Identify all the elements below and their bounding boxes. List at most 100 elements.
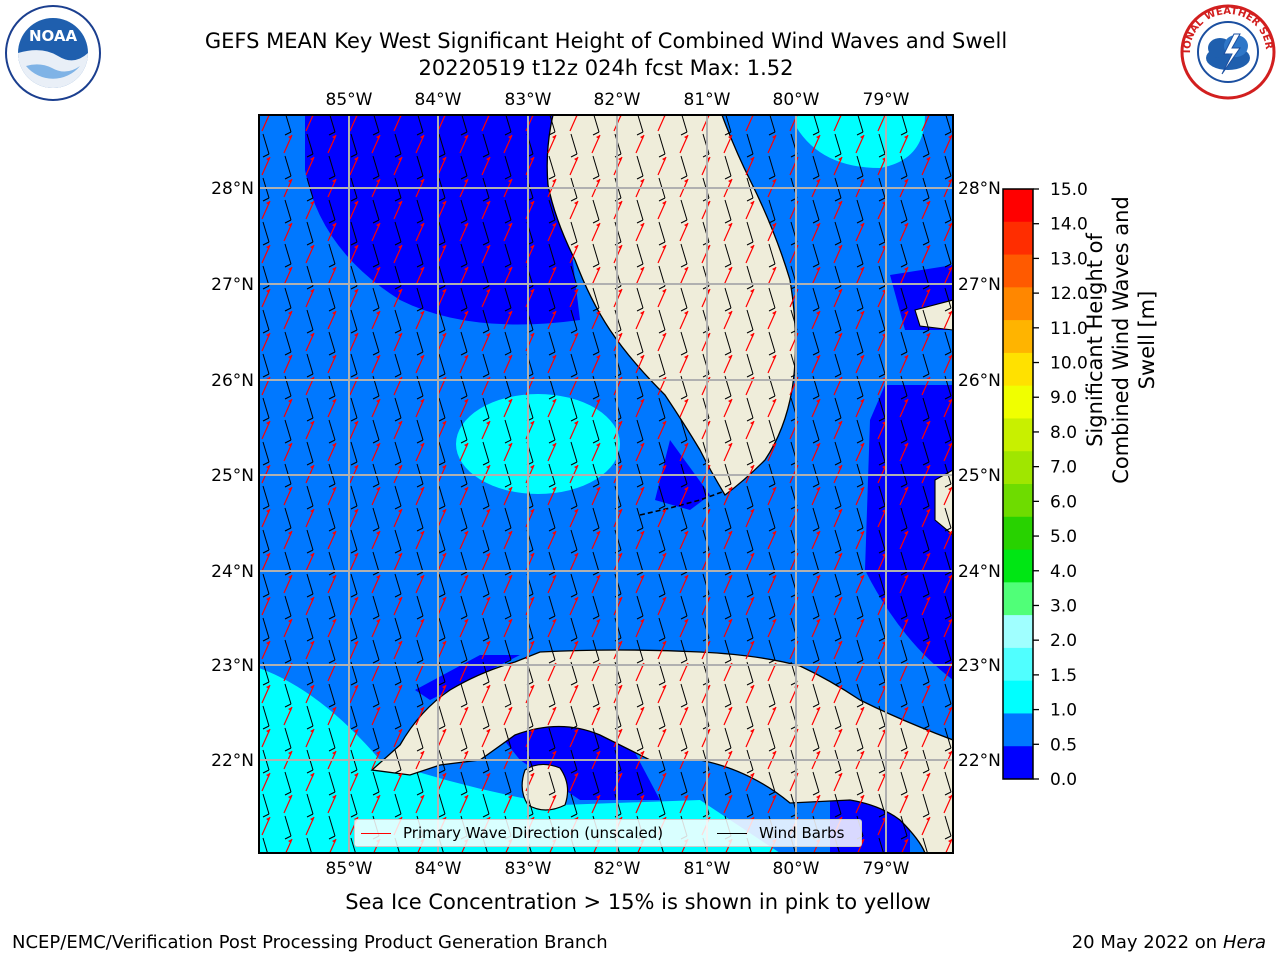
wave-arrow-head	[750, 157, 754, 161]
wave-arrow-head	[574, 509, 578, 513]
wind-barb	[394, 529, 402, 551]
wave-arrow-head	[332, 839, 336, 843]
wind-barb-flag	[416, 791, 424, 796]
wave-arrow-head	[464, 223, 468, 227]
wind-barb	[812, 243, 820, 265]
wind-barb-flag	[680, 703, 688, 708]
wind-barb-flag	[372, 175, 380, 180]
wind-barb	[856, 595, 864, 617]
wind-barb-flag	[548, 263, 556, 268]
wind-barb-flag	[834, 197, 842, 202]
wind-barb	[834, 441, 842, 463]
wave-arrow-head	[398, 729, 402, 733]
wave-arrow-head	[332, 707, 336, 711]
wave-arrow-head	[684, 179, 688, 183]
wind-barb	[262, 441, 270, 463]
wave-arrow-head	[376, 135, 380, 139]
colorbar-tick-label: 14.0	[1050, 215, 1088, 235]
wind-barb-flag	[922, 725, 930, 730]
wave-arrow-head	[354, 685, 358, 689]
wind-barb	[306, 485, 314, 507]
wave-arrow-head	[442, 685, 446, 689]
wind-barb-flag	[482, 725, 490, 730]
wave-arrow-head	[772, 399, 776, 403]
wave-arrow-head	[728, 487, 732, 491]
wind-barb	[482, 353, 490, 375]
wind-barb	[922, 353, 930, 375]
wave-arrow-head	[420, 399, 424, 403]
wave-arrow-head	[486, 773, 490, 777]
map-area[interactable]	[259, 112, 953, 861]
wave-arrow-head	[816, 751, 820, 755]
wind-barb	[284, 507, 292, 529]
wind-barb-flag	[680, 571, 688, 576]
colorbar-frame	[1002, 188, 1034, 780]
wave-arrow-head	[904, 223, 908, 227]
wave-arrow-head	[420, 135, 424, 139]
wave-arrow-head	[618, 553, 622, 557]
wind-barb-flag	[262, 813, 270, 818]
colorbar-tick-label: 8.0	[1050, 423, 1077, 443]
wave-arrow-head	[332, 487, 336, 491]
wave-arrow-head	[266, 289, 270, 293]
colorbar-swatch	[1003, 582, 1033, 616]
wind-barb	[350, 837, 357, 853]
wave-arrow-head	[464, 135, 468, 139]
wind-barb-flag	[306, 725, 314, 730]
wave-arrow-head	[266, 685, 270, 689]
wind-barb	[812, 507, 820, 529]
wind-barb-flag	[746, 593, 754, 598]
wave-arrow-head	[904, 487, 908, 491]
wind-barb-flag	[658, 241, 666, 246]
wind-barb-flag	[900, 615, 908, 620]
wave-arrow-head	[354, 157, 358, 161]
wind-barb	[570, 309, 578, 331]
wind-barb	[724, 507, 732, 529]
wave-arrow-head	[574, 465, 578, 469]
wind-barb-flag	[812, 571, 820, 576]
wind-barb-flag	[306, 153, 314, 158]
map-legend: Primary Wave Direction (unscaled) Wind B…	[354, 819, 862, 847]
wind-barb-flag	[592, 351, 600, 356]
wave-arrow-head	[486, 421, 490, 425]
wind-barb-flag	[284, 659, 292, 664]
wind-barb-flag	[482, 153, 490, 158]
wind-barb	[438, 617, 446, 639]
wind-barb-flag	[328, 483, 336, 488]
wind-barb-flag	[548, 439, 556, 444]
wind-barb-flag	[460, 571, 468, 576]
wave-arrow-head	[464, 487, 468, 491]
wave-arrow-head	[860, 839, 864, 843]
wave-arrow-head	[420, 487, 424, 491]
wind-barb-flag	[284, 175, 292, 180]
wind-barb	[680, 199, 688, 221]
wind-barb-flag	[636, 483, 644, 488]
wind-barb	[460, 507, 468, 529]
wave-arrow-head	[684, 575, 688, 579]
wave-arrow-head	[530, 641, 534, 645]
wave-arrow-head	[618, 289, 622, 293]
wind-barb	[592, 595, 600, 617]
colorbar-swatch	[1003, 451, 1033, 485]
wave-arrow-head	[684, 487, 688, 491]
wind-barb	[394, 309, 402, 331]
wave-arrow-head	[508, 135, 512, 139]
wind-barb-flag	[746, 417, 754, 422]
wind-barb	[262, 353, 270, 375]
wind-barb-flag	[724, 307, 732, 312]
wind-barb-flag	[438, 769, 446, 774]
wind-barb	[856, 551, 864, 573]
wave-arrow-head	[640, 619, 644, 623]
wave-arrow-head	[508, 355, 512, 359]
wind-barb-flag	[306, 461, 314, 466]
wind-barb-flag	[922, 549, 930, 554]
wave-arrow-head	[288, 311, 292, 315]
wind-barb	[724, 287, 732, 309]
wind-barb-flag	[856, 395, 864, 400]
wind-barb-flag	[658, 593, 666, 598]
wave-band-1.0-1.5-sw	[259, 668, 780, 853]
wind-barb	[416, 771, 424, 793]
wave-arrow-head	[596, 575, 600, 579]
wave-arrow-head	[948, 751, 952, 755]
wind-barb	[900, 243, 908, 265]
